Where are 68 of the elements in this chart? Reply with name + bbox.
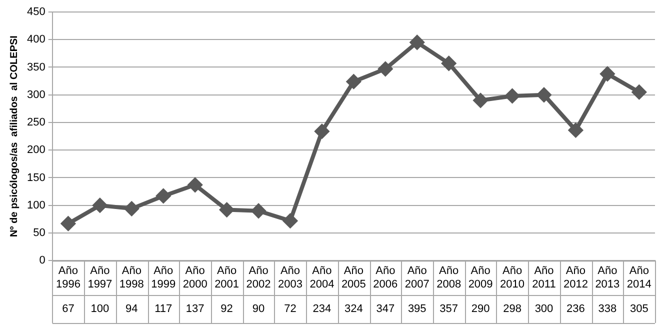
x-tick-label: Año 2002 [246,265,271,290]
y-tick-label: 200 [26,144,46,156]
x-tick-label: Año 2014 [626,265,652,290]
data-label: 92 [220,303,233,316]
x-tick-label: Año 2001 [214,265,240,290]
x-tick-label: Año 2013 [595,265,620,290]
point [442,56,456,70]
point [410,35,424,50]
data-label: 395 [408,303,426,316]
x-tick-label: Año 2006 [373,265,398,290]
point [252,204,266,218]
x-tick-label: Año 2000 [182,265,208,290]
y-tick-label: 350 [26,61,46,74]
y-tick-label: 100 [26,199,46,212]
data-label: 234 [312,303,332,316]
point [505,88,520,103]
data-label: 90 [252,303,265,316]
data-label: 324 [344,303,363,316]
data-label: 100 [90,303,110,316]
x-tick-label: Año 2004 [310,265,334,290]
point [632,85,646,100]
data-label: 305 [630,303,648,316]
point [568,123,583,138]
point [314,124,329,138]
data-label: 300 [534,303,554,316]
data-label: 72 [284,303,296,316]
y-tick-label: 400 [26,34,46,46]
point [474,93,488,108]
data-label: 117 [154,303,172,316]
point [220,202,234,217]
x-tick-label: Año 2010 [500,265,525,290]
x-tick-label: Año 1999 [151,265,176,290]
point [536,88,551,102]
point [378,62,392,76]
data-label: 290 [471,303,490,316]
data-label: 338 [598,303,617,316]
x-tick-label: Año 2011 [532,265,556,290]
x-tick-label: Año 2012 [563,265,588,290]
x-tick-label: Año 1998 [119,265,144,290]
data-label: 298 [503,303,522,316]
x-tick-label: Año 2005 [341,265,366,290]
x-tick-label: Año 2009 [468,265,493,290]
point [92,198,107,212]
x-tick-label: Año 1997 [88,265,112,290]
point [283,214,298,228]
y-axis-title: Nº de psicólogos/as afiliados al COLEPSI [8,35,20,238]
point [61,216,76,231]
y-tick-label: 250 [26,116,46,129]
data-label: 357 [440,303,458,316]
data-label: 67 [62,303,74,316]
data-label: 236 [566,303,585,316]
point [124,202,139,216]
x-tick-label: Año 1996 [56,265,80,290]
y-tick-label: 450 [26,6,46,18]
point [156,188,170,203]
point [346,74,361,89]
data-label: 347 [376,303,395,316]
point [600,66,614,81]
data-label: 94 [126,303,138,316]
x-tick-label: Año 2008 [436,265,462,290]
y-tick-label: 300 [26,88,46,101]
data-label: 137 [186,303,204,316]
x-tick-label: Año 2007 [404,265,430,290]
y-tick-label: 150 [26,172,46,184]
x-tick-label: Año 2003 [278,265,302,290]
point [188,178,202,192]
y-tick-label: 0 [39,254,46,267]
y-tick-label: 50 [33,227,46,240]
